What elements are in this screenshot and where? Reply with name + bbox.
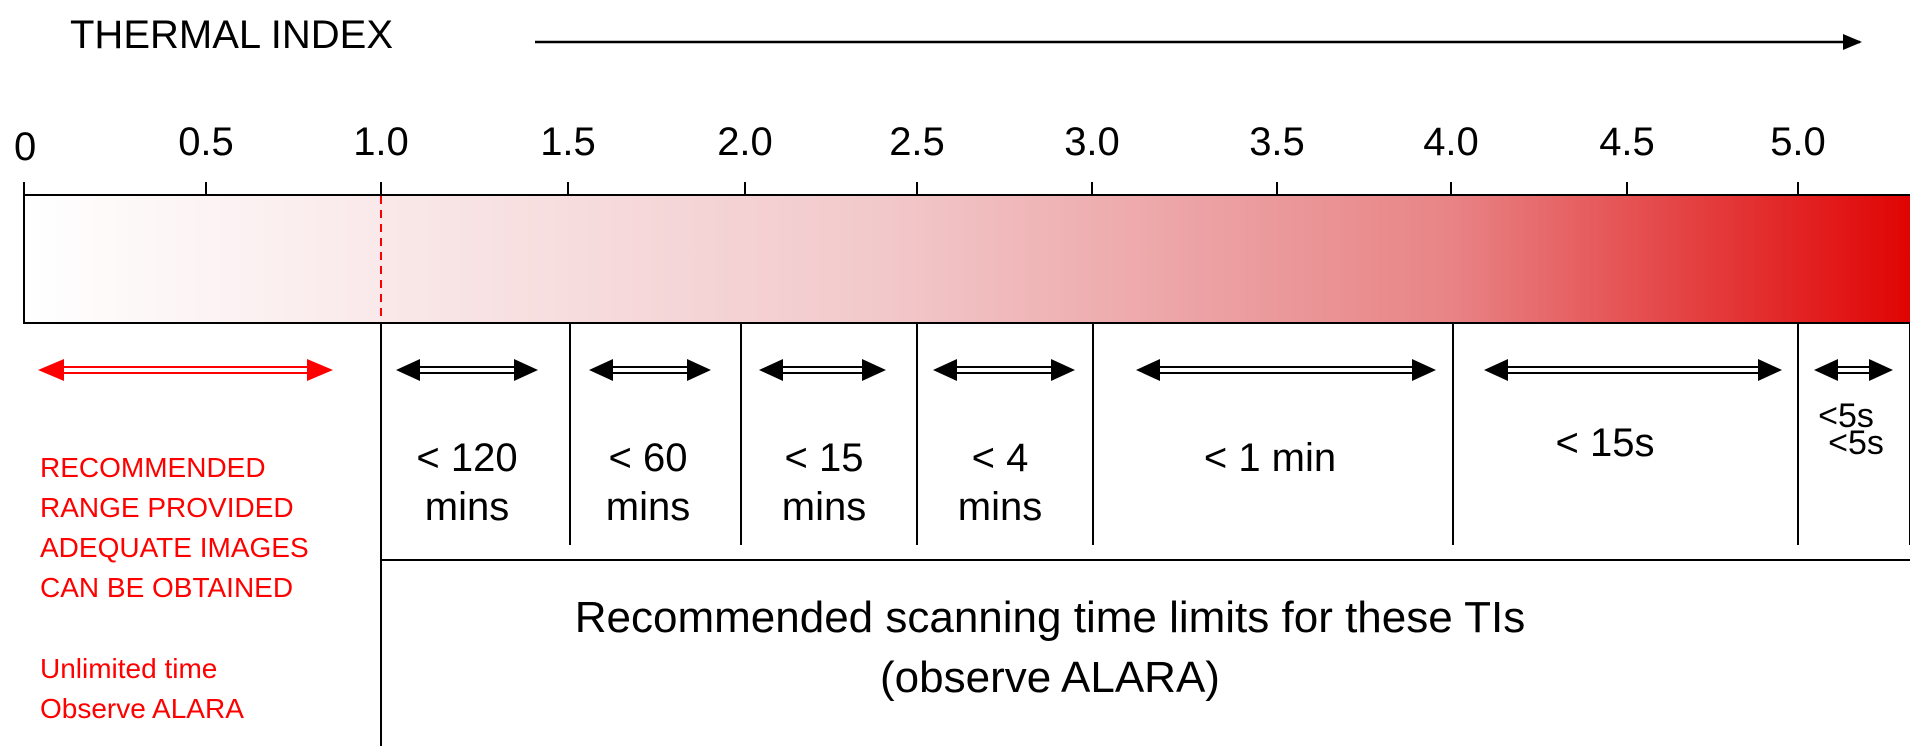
interval-double-arrow [589,359,711,381]
interval-double-arrow [1136,359,1436,381]
scale-tick-label: 1.0 [353,120,409,164]
scale-tick-marks [23,182,1799,196]
scale-tick-label: 2.5 [889,120,945,164]
interval-label: mins [958,485,1042,529]
unlimited-time-line-1: Unlimited time [40,653,217,684]
scale-tick-labels: 0 0.5 1.0 1.5 2.0 2.5 3.0 3.5 4.0 4.5 5.0 [14,120,1826,169]
interval-label: < 4 [972,436,1029,480]
interval-label: < 60 [609,436,688,480]
scale-tick-label: 0 [14,125,36,169]
interval-label: <5s [1818,397,1874,435]
footer-title-line-2: (observe ALARA) [880,653,1220,702]
increase-direction-arrowhead [1843,34,1862,50]
diagram-title: THERMAL INDEX [70,13,393,57]
recommended-range-double-arrow [38,359,333,381]
interval-double-arrow [759,359,886,381]
interval-label: mins [782,485,866,529]
scale-tick-label: 4.5 [1599,120,1655,164]
footer-title-line-1: Recommended scanning time limits for the… [575,593,1525,642]
scale-tick-label: 3.0 [1064,120,1120,164]
interval-label: mins [606,485,690,529]
scale-tick-label: 4.0 [1423,120,1479,164]
scale-tick-label: 0.5 [178,120,234,164]
scale-tick-label: 2.0 [717,120,773,164]
recommended-range-line-2: RANGE PROVIDED [40,492,294,523]
thermal-index-gradient-bar [23,194,1910,324]
recommended-range-line-4: CAN BE OBTAINED [40,572,293,603]
interval-double-arrow [396,359,538,381]
recommended-range-line-1: RECOMMENDED [40,452,266,483]
recommended-range-line-3: ADEQUATE IMAGES [40,532,309,563]
scale-tick-label: 3.5 [1249,120,1305,164]
interval-columns: < 120 mins < 60 mins < 15 mins < 4 mins < 1 min <… [396,323,1910,545]
unlimited-time-line-2: Observe ALARA [40,693,244,724]
interval-double-arrow [1484,359,1782,381]
interval-double-arrow [933,359,1075,381]
interval-label: < 15 [785,436,864,480]
scale-tick-label: 1.5 [540,120,596,164]
scale-tick-label: 5.0 [1770,120,1826,164]
interval-label: <5s [1828,424,1884,462]
interval-label: < 1 min [1204,436,1336,480]
interval-double-arrow [1814,359,1893,381]
interval-label: mins [425,485,509,529]
interval-label: < 15s [1556,421,1655,465]
interval-label: < 120 [416,436,517,480]
